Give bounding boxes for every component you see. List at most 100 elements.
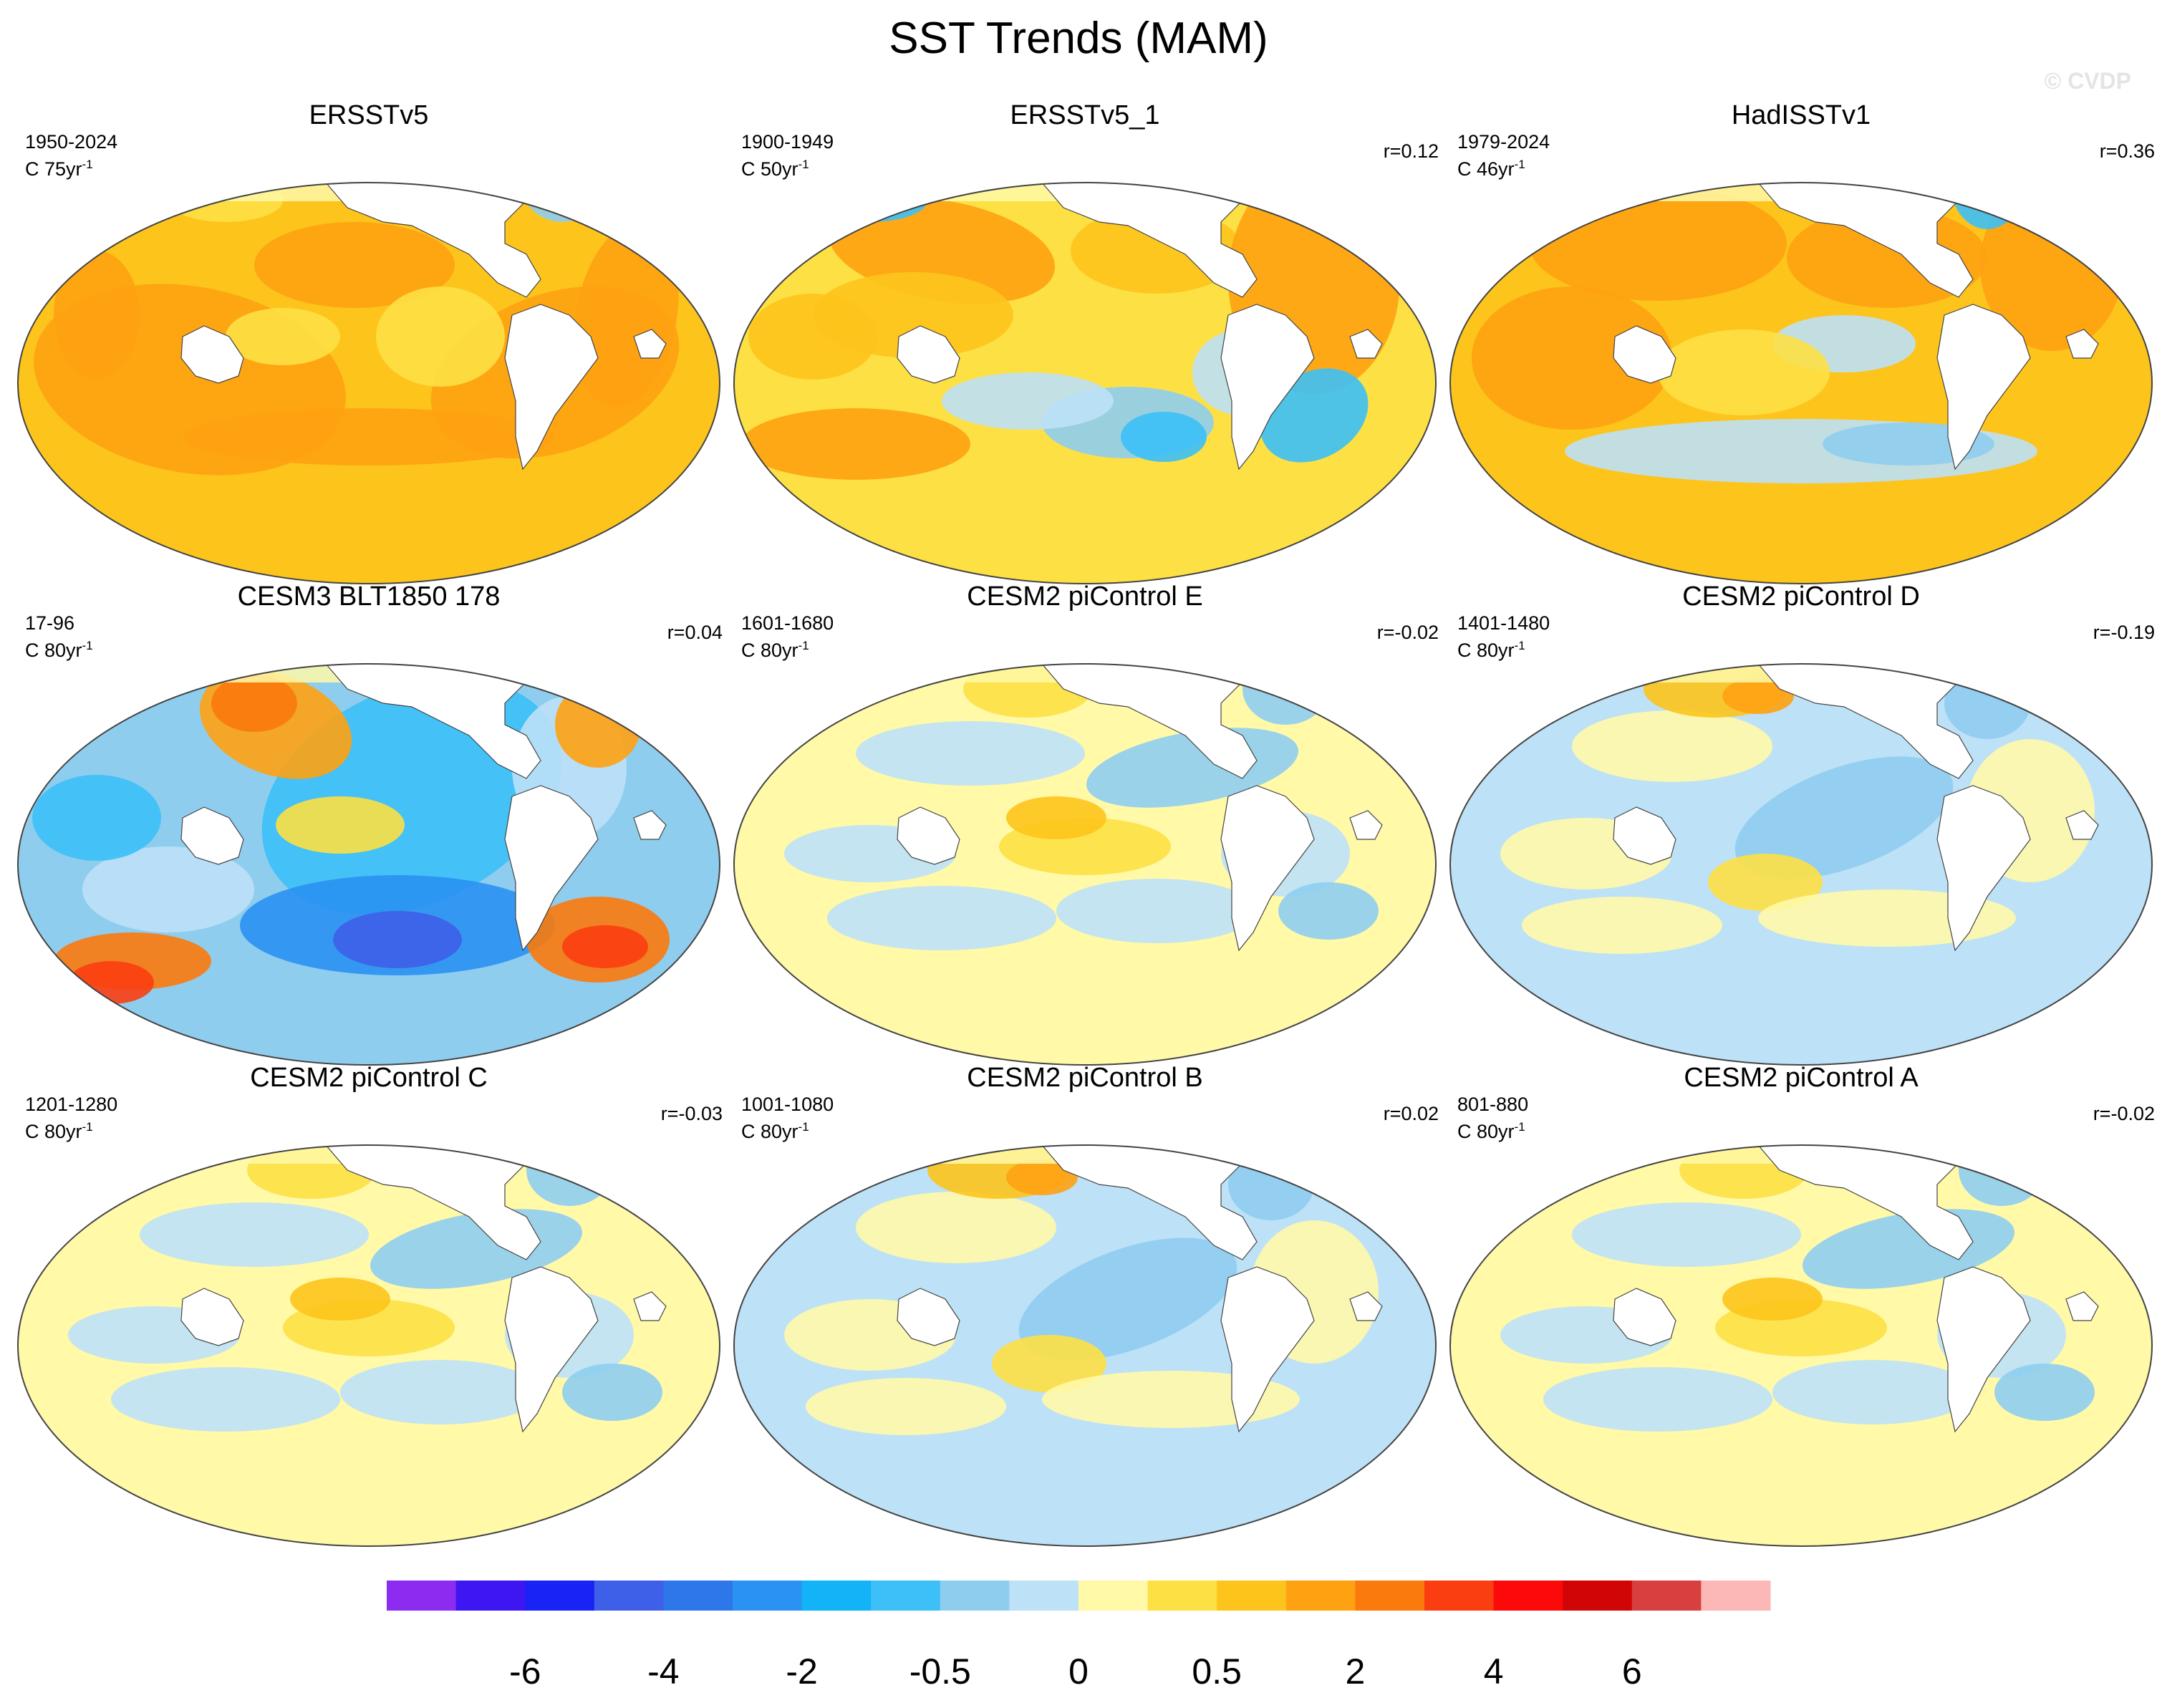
map-panel: CESM3 BLT1850 178 17-96 C 80yr-1 r=0.04 — [11, 582, 727, 1068]
cvdp-watermark: © CVDP — [2044, 68, 2131, 94]
panel-units: C 46yr-1 — [1457, 153, 1525, 180]
colorbar-swatch — [1563, 1581, 1633, 1611]
panel-pattern-correlation: r=-0.02 — [1376, 622, 1439, 643]
panel-period: 1979-2024 — [1457, 131, 1550, 153]
panel-units: C 80yr-1 — [1457, 1116, 1525, 1143]
panel-pattern-correlation: r=0.02 — [1383, 1103, 1439, 1124]
colorbar-swatch — [940, 1581, 1010, 1611]
map-panel: HadISSTv1 1979-2024 C 46yr-1 r=0.36 — [1443, 100, 2157, 587]
panel-units-exponent: -1 — [798, 1120, 809, 1134]
map-panel: CESM2 piControl B 1001-1080 C 80yr-1 r=0.02 — [727, 1063, 1443, 1550]
panel-units-base: C 75yr — [25, 158, 82, 180]
panel-title: CESM2 piControl C — [250, 1063, 488, 1093]
sst-trend-map — [733, 182, 1437, 584]
panel-pattern-correlation: r=0.04 — [667, 622, 723, 643]
sst-trend-map — [1449, 663, 2153, 1066]
panel-period: 1900-1949 — [741, 131, 834, 153]
panel-units-base: C 80yr — [1457, 1121, 1515, 1142]
colorbar-swatch — [733, 1581, 803, 1611]
colorbar-swatch — [1493, 1581, 1563, 1611]
panel-units-base: C 80yr — [741, 640, 798, 661]
colorbar-tick-label: 4 — [1483, 1651, 1504, 1692]
panel-period: 1401-1480 — [1457, 612, 1550, 634]
panel-units: C 80yr-1 — [25, 1116, 93, 1143]
colorbar-swatch — [1147, 1581, 1217, 1611]
panel-units: C 75yr-1 — [25, 153, 93, 180]
map-panel: ERSSTv5 1950-2024 C 75yr-1 — [11, 100, 727, 587]
panel-units: C 80yr-1 — [741, 1116, 809, 1143]
panel-period: 1001-1080 — [741, 1094, 834, 1115]
figure-title: SST Trends (MAM) — [889, 14, 1268, 63]
sst-trend-map — [17, 663, 720, 1066]
panel-title: CESM2 piControl A — [1684, 1063, 1919, 1093]
colorbar-swatch — [1009, 1581, 1079, 1611]
map-panel: ERSSTv5_1 1900-1949 C 50yr-1 r=0.12 — [727, 100, 1443, 587]
colorbar-swatch — [594, 1581, 664, 1611]
colorbar-swatch — [801, 1581, 872, 1611]
colorbar-swatch — [1701, 1581, 1771, 1611]
panel-pattern-correlation: r=0.36 — [2099, 140, 2155, 162]
panel-units-exponent: -1 — [82, 639, 93, 652]
panel-title: CESM2 piControl D — [1682, 582, 1920, 612]
panel-units-exponent: -1 — [798, 158, 809, 171]
panel-units-exponent: -1 — [798, 639, 809, 652]
panel-units: C 50yr-1 — [741, 153, 809, 180]
colorbar-tick-label: -6 — [508, 1651, 541, 1692]
colorbar-swatch — [663, 1581, 733, 1611]
sst-trend-map — [1449, 182, 2153, 584]
panel-units-base: C 80yr — [741, 1121, 798, 1142]
panel-units-base: C 80yr — [1457, 640, 1515, 661]
panel-period: 1201-1280 — [25, 1094, 118, 1115]
sst-trend-map — [17, 182, 720, 584]
colorbar-swatch — [1285, 1581, 1356, 1611]
panel-pattern-correlation: r=0.12 — [1383, 140, 1439, 162]
panel-units: C 80yr-1 — [1457, 635, 1525, 662]
panel-pattern-correlation: r=-0.03 — [660, 1103, 723, 1124]
map-panel: CESM2 piControl A 801-880 C 80yr-1 r=-0.02 — [1443, 1063, 2157, 1550]
panel-units-base: C 46yr — [1457, 158, 1515, 180]
panel-units: C 80yr-1 — [25, 635, 93, 662]
map-panel: CESM2 piControl D 1401-1480 C 80yr-1 r=-0.1… — [1443, 582, 2157, 1068]
panel-period: 1950-2024 — [25, 131, 118, 153]
panel-title: HadISSTv1 — [1731, 100, 1871, 130]
colorbar-tick-label: 0.5 — [1192, 1651, 1242, 1692]
colorbar-swatch — [1078, 1581, 1149, 1611]
map-panel: CESM2 piControl C 1201-1280 C 80yr-1 r=-0.0… — [11, 1063, 727, 1550]
sst-trend-map — [733, 663, 1437, 1066]
panel-units-exponent: -1 — [82, 1120, 93, 1134]
colorbar-tick-label: -4 — [647, 1651, 680, 1692]
map-panel: CESM2 piControl E 1601-1680 C 80yr-1 r=-0.0… — [727, 582, 1443, 1068]
panel-units: C 80yr-1 — [741, 635, 809, 662]
colorbar-tick-label: 6 — [1621, 1651, 1642, 1692]
colorbar-tick-label: 2 — [1345, 1651, 1366, 1692]
sst-trend-map — [733, 1144, 1437, 1547]
panel-units-exponent: -1 — [1514, 1120, 1525, 1134]
panel-title: CESM2 piControl E — [967, 582, 1203, 612]
panel-units-exponent: -1 — [1514, 158, 1525, 171]
panel-title: CESM3 BLT1850 178 — [237, 582, 501, 612]
colorbar-swatch — [1355, 1581, 1425, 1611]
colorbar-tick-label: -0.5 — [909, 1651, 971, 1692]
panel-period: 17-96 — [25, 612, 75, 634]
sst-trend-map — [1449, 1144, 2153, 1547]
panel-units-base: C 80yr — [25, 1121, 82, 1142]
panel-units-exponent: -1 — [1514, 639, 1525, 652]
panel-period: 1601-1680 — [741, 612, 834, 634]
panel-units-base: C 50yr — [741, 158, 798, 180]
colorbar-swatch — [1631, 1581, 1702, 1611]
sst-trend-map — [17, 1144, 720, 1547]
panel-title: ERSSTv5 — [309, 100, 429, 130]
colorbar-tick-label: 0 — [1068, 1651, 1089, 1692]
colorbar-swatch — [525, 1581, 595, 1611]
panel-period: 801-880 — [1457, 1094, 1529, 1115]
colorbar-swatch — [455, 1581, 526, 1611]
colorbar-swatch — [1424, 1581, 1495, 1611]
colorbar-tick-label: -2 — [786, 1651, 818, 1692]
panel-title: CESM2 piControl B — [967, 1063, 1203, 1093]
panel-title: ERSSTv5_1 — [1010, 100, 1160, 130]
colorbar-swatch — [871, 1581, 941, 1611]
colorbar-swatch — [1217, 1581, 1287, 1611]
panel-units-exponent: -1 — [82, 158, 93, 171]
colorbar-swatch — [387, 1581, 457, 1611]
panel-units-base: C 80yr — [25, 640, 82, 661]
